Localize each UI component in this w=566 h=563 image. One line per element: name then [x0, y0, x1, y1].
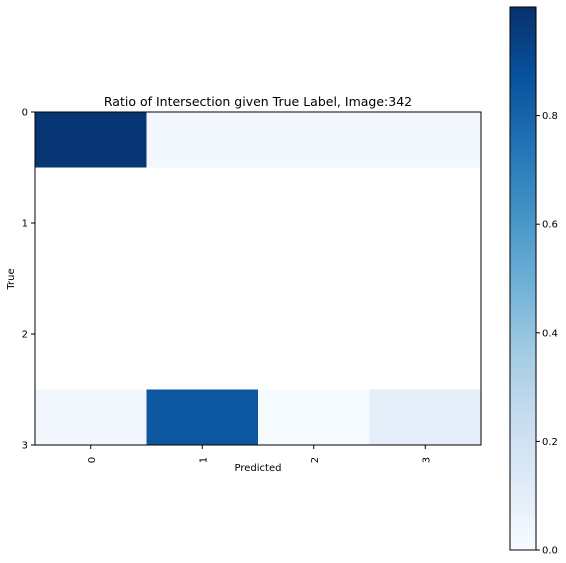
colorbar-gradient: [509, 6, 537, 551]
y-tick-label: 3: [22, 441, 28, 452]
heatmap-cell-r0-c2: [258, 112, 370, 168]
colorbar-tick-label: 0.6: [542, 220, 558, 231]
plot-frame: [34, 111, 482, 446]
heatmap-cell-r0-c1: [146, 112, 258, 168]
x-axis-label: Predicted: [235, 463, 282, 474]
y-tick-label: 2: [22, 330, 28, 341]
colorbar-tick-label: 0.8: [542, 111, 558, 122]
y-axis-label: True: [6, 268, 17, 290]
x-tick-label: 1: [198, 457, 209, 463]
heatmap-cell-r0-c0: [35, 112, 147, 168]
chart-title: Ratio of Intersection given True Label, …: [104, 94, 412, 109]
colorbar: 0.0 0.2 0.4 0.6 0.8: [509, 6, 558, 557]
x-tick-label: 0: [87, 457, 98, 463]
x-tick-label: 2: [310, 457, 321, 463]
heatmap-cell-r3-c3: [369, 389, 481, 445]
plot-area: [34, 111, 482, 446]
heatmap-cell-r3-c0: [35, 389, 147, 445]
heatmap-cell-r0-c3: [369, 112, 481, 168]
y-tick-label: 0: [22, 108, 28, 119]
colorbar-tick-label: 0.2: [542, 437, 558, 448]
colorbar-tick-label: 0.4: [542, 328, 558, 339]
colorbar-tick-label: 0.0: [542, 546, 558, 557]
x-tick-label: 3: [421, 457, 432, 463]
heatmap-cell-r3-c1: [146, 389, 258, 445]
y-tick-label: 1: [22, 219, 28, 230]
heatmap-cell-r3-c2: [258, 389, 370, 445]
